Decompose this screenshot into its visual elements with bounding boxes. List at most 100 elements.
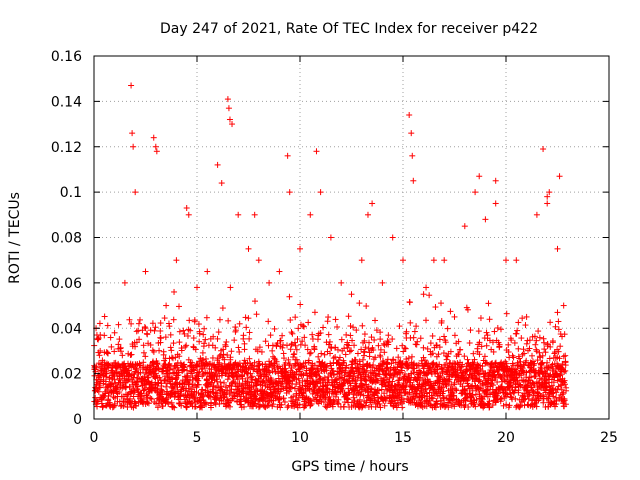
data-point [338, 336, 345, 343]
data-point [196, 330, 203, 337]
x-tick-label: 0 [90, 430, 99, 446]
data-point [486, 316, 493, 323]
data-point [214, 335, 221, 342]
data-point [210, 333, 217, 340]
data-point [476, 173, 483, 180]
data-point [180, 327, 187, 334]
data-point [192, 395, 199, 402]
data-point [503, 310, 510, 317]
data-point [307, 211, 314, 218]
data-point [243, 324, 250, 331]
data-point [176, 328, 183, 335]
data-point [513, 402, 520, 409]
data-point [389, 234, 396, 241]
data-point [494, 324, 501, 331]
data-point [166, 323, 173, 330]
data-point [356, 300, 363, 307]
data-point [117, 344, 124, 351]
data-point [369, 200, 376, 207]
data-point [108, 343, 115, 350]
data-point [320, 324, 327, 331]
data-point [556, 173, 563, 180]
data-point [432, 304, 439, 311]
data-point [359, 322, 366, 329]
data-point [103, 373, 110, 380]
data-point [171, 393, 178, 400]
data-point [523, 313, 530, 320]
data-point [201, 325, 208, 332]
data-point [265, 318, 272, 325]
data-point [226, 116, 233, 123]
data-point [103, 349, 110, 356]
data-point [409, 152, 416, 159]
data-point [132, 343, 139, 350]
data-point [372, 317, 379, 324]
data-point [150, 348, 157, 355]
data-point [116, 389, 123, 396]
data-point [161, 315, 168, 322]
data-point [111, 402, 118, 409]
data-point [162, 334, 169, 341]
data-point [203, 401, 210, 408]
data-point [136, 316, 143, 323]
data-point [163, 383, 170, 390]
data-point [189, 359, 196, 366]
data-point [242, 314, 249, 321]
data-point [519, 315, 526, 322]
data-point [94, 336, 101, 343]
data-point [406, 111, 413, 118]
data-point [182, 343, 189, 350]
data-point [251, 211, 258, 218]
data-point [134, 383, 141, 390]
data-point [451, 332, 458, 339]
data-point [192, 403, 199, 410]
data-point [126, 383, 133, 390]
data-point [269, 347, 276, 354]
data-point [361, 331, 368, 338]
data-point [293, 356, 300, 363]
data-point [225, 317, 232, 324]
data-point [408, 353, 415, 360]
data-point [441, 333, 448, 340]
data-point [163, 302, 170, 309]
data-point [147, 395, 154, 402]
data-point [485, 300, 492, 307]
data-point [184, 332, 191, 339]
x-tick-label: 25 [600, 430, 618, 446]
data-point [368, 334, 375, 341]
data-point [216, 316, 223, 323]
y-tick-label: 0.16 [51, 49, 82, 65]
data-point [554, 309, 561, 316]
data-point [211, 399, 218, 406]
data-point [360, 361, 367, 368]
data-point [302, 342, 309, 349]
data-point [235, 344, 242, 351]
data-point [413, 341, 420, 348]
data-point [154, 361, 161, 368]
data-point [137, 369, 144, 376]
data-point [139, 327, 146, 334]
data-point [420, 344, 427, 351]
chart-title: Day 247 of 2021, Rate Of TEC Index for r… [160, 21, 538, 37]
data-point [110, 403, 117, 410]
data-point [144, 394, 151, 401]
data-point [125, 375, 132, 382]
data-point [151, 327, 158, 334]
data-point [130, 143, 137, 150]
data-point [142, 353, 149, 360]
data-point [281, 399, 288, 406]
data-point [366, 353, 373, 360]
data-point [99, 403, 106, 410]
data-point [140, 359, 147, 366]
data-point [178, 402, 185, 409]
data-point [325, 331, 332, 338]
data-point [96, 320, 103, 327]
data-point [309, 331, 316, 338]
data-point [284, 404, 291, 411]
data-point [396, 323, 403, 330]
data-point [410, 177, 417, 184]
data-point [209, 354, 216, 361]
data-point [467, 327, 474, 334]
data-point [195, 373, 202, 380]
